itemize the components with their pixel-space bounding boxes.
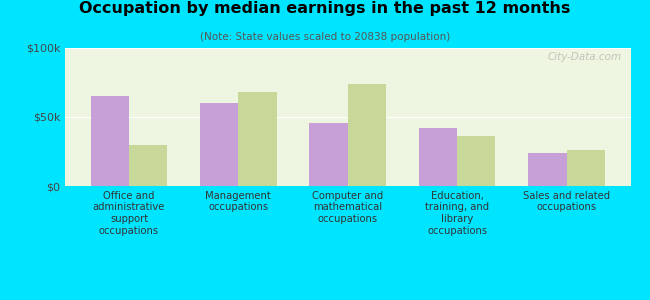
Bar bbox=[91, 96, 129, 186]
Text: City-Data.com: City-Data.com bbox=[548, 52, 622, 62]
Text: Occupation by median earnings in the past 12 months: Occupation by median earnings in the pas… bbox=[79, 2, 571, 16]
Bar bbox=[528, 153, 567, 186]
Bar bbox=[457, 136, 495, 186]
Bar bbox=[567, 150, 604, 186]
Bar bbox=[200, 103, 239, 186]
Bar bbox=[348, 84, 386, 186]
Bar bbox=[419, 128, 457, 186]
Bar bbox=[239, 92, 277, 186]
Bar bbox=[309, 122, 348, 186]
Text: (Note: State values scaled to 20838 population): (Note: State values scaled to 20838 popu… bbox=[200, 32, 450, 41]
Bar bbox=[129, 145, 167, 186]
